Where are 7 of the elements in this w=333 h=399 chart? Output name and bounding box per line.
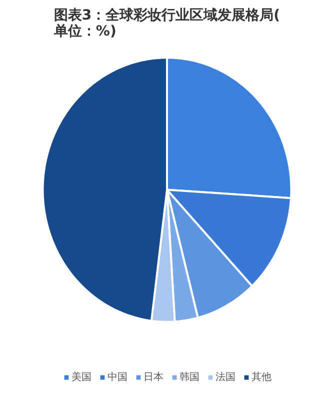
legend-label: 法国 <box>216 370 236 384</box>
legend-label: 美国 <box>72 370 92 384</box>
legend-label: 韩国 <box>180 370 200 384</box>
legend-label: 日本 <box>144 370 164 384</box>
legend-label: 其他 <box>252 370 272 384</box>
chart-title: 图表3：全球彩妆行业区域发展格局(单位：%) <box>52 8 280 40</box>
legend-label: 中国 <box>108 370 128 384</box>
